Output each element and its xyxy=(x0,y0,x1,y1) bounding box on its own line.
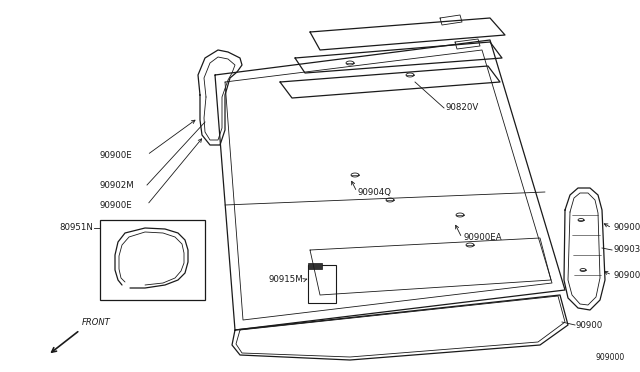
Text: 90915M: 90915M xyxy=(268,276,303,285)
Text: 90900: 90900 xyxy=(576,321,604,330)
Bar xyxy=(100,220,205,300)
Text: 90900E: 90900E xyxy=(100,201,132,209)
Text: 80951N: 80951N xyxy=(59,224,93,232)
Text: 90902M: 90902M xyxy=(100,180,135,189)
Text: 90900E: 90900E xyxy=(613,224,640,232)
Text: 909000: 909000 xyxy=(596,353,625,362)
Text: 90900EA: 90900EA xyxy=(463,234,502,243)
Text: 90900E: 90900E xyxy=(613,270,640,279)
Text: FRONT: FRONT xyxy=(82,318,111,327)
Bar xyxy=(308,263,322,269)
Text: 90900E: 90900E xyxy=(100,151,132,160)
Text: 90820V: 90820V xyxy=(445,103,478,112)
Text: 90904Q: 90904Q xyxy=(358,187,392,196)
Bar xyxy=(308,265,336,303)
Text: 90903M: 90903M xyxy=(613,246,640,254)
